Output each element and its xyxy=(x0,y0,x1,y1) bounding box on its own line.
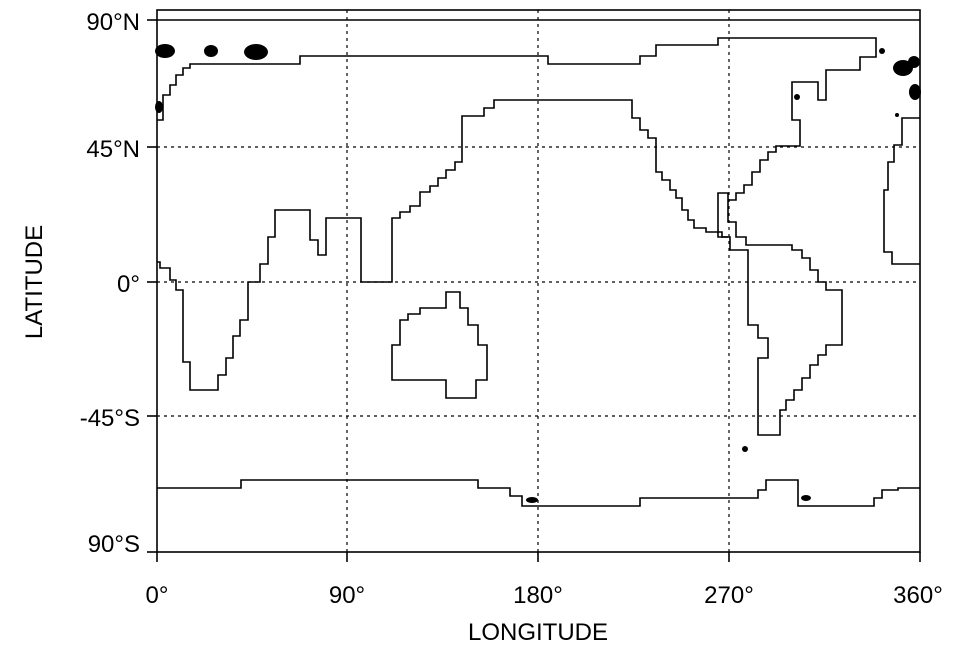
y-tick-label-0: 0° xyxy=(117,271,140,298)
y-axis-title: LATITUDE xyxy=(21,225,48,339)
x-tick-label-0: 0° xyxy=(146,582,169,609)
x-axis-title: LONGITUDE xyxy=(468,619,608,646)
x-tick-label-90: 90° xyxy=(329,582,365,609)
coastline-asia-africa xyxy=(157,99,728,391)
coastline-antarctica xyxy=(157,479,920,507)
coastline-australia xyxy=(391,291,488,399)
y-tick-label-90s: 90°S xyxy=(88,531,140,558)
y-tick-label-90n: 90°N xyxy=(86,9,140,36)
x-tick-label-180: 180° xyxy=(513,582,563,609)
x-tick-labels: 0° 90° 180° 270° 360° xyxy=(146,582,943,609)
graticule xyxy=(157,10,920,552)
coastline-europe-atlantic xyxy=(883,117,920,265)
island-blobs xyxy=(155,44,921,503)
coastlines xyxy=(155,37,921,507)
x-tick-label-270: 270° xyxy=(704,582,754,609)
plot-frame xyxy=(156,9,921,553)
x-tick-label-360: 360° xyxy=(893,582,943,609)
coastline-eurasia-pacific xyxy=(157,37,877,436)
tick-marks xyxy=(147,19,921,562)
y-tick-label-45s: -45°S xyxy=(80,405,140,432)
y-tick-labels: 90°N 45°N 0° -45°S 90°S xyxy=(80,9,140,558)
y-tick-label-45n: 45°N xyxy=(86,136,140,163)
